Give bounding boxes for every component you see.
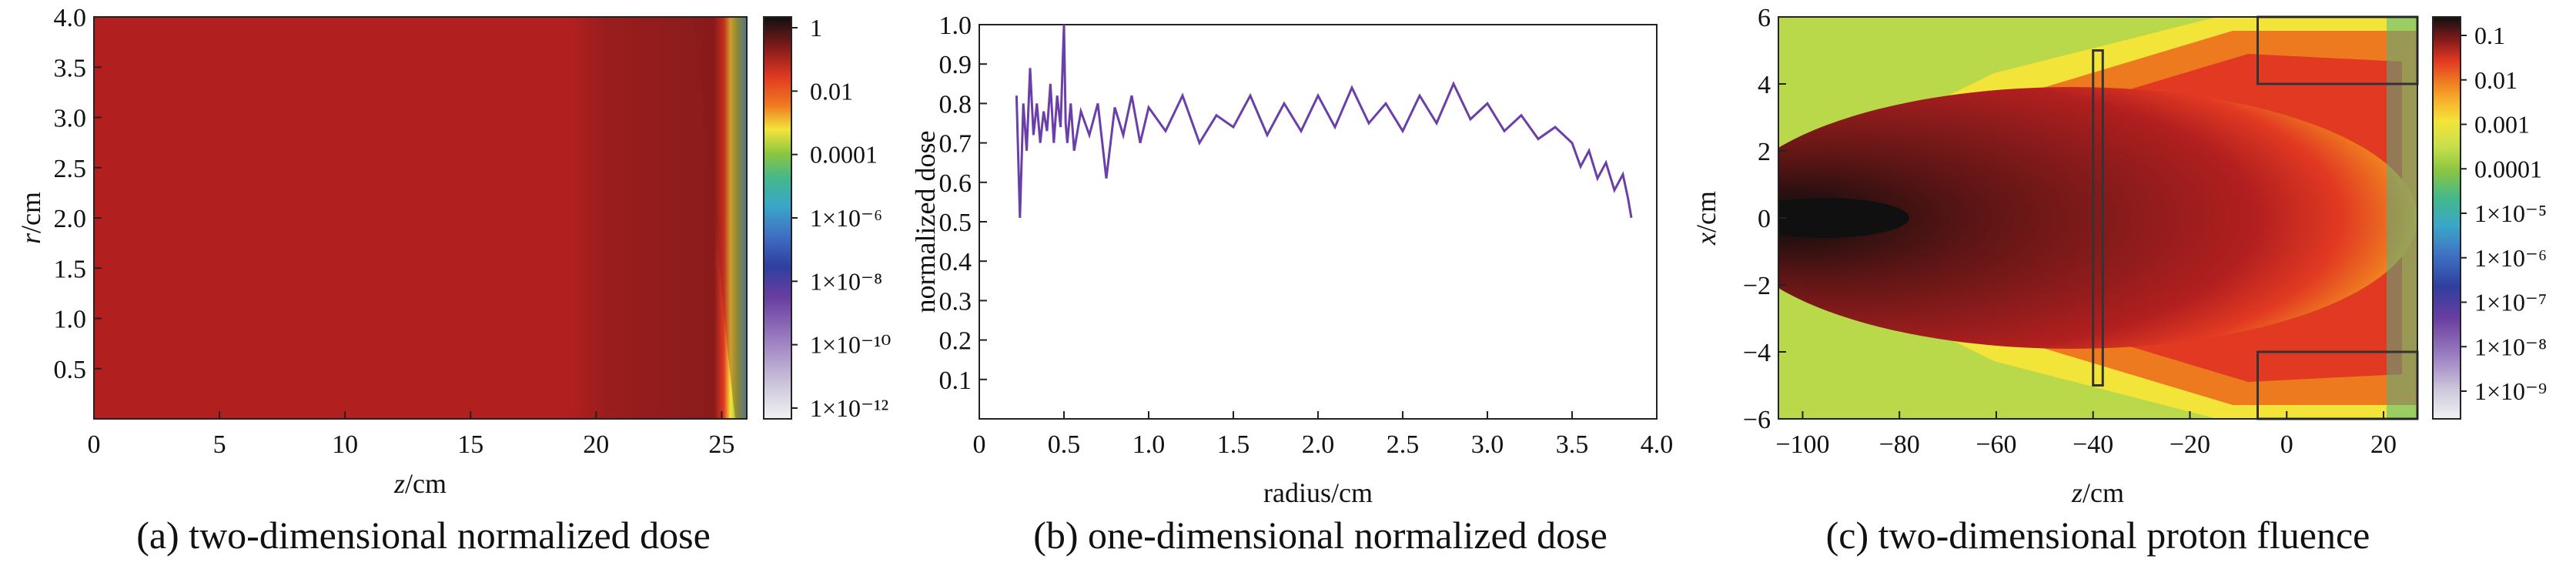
x-tick-label: −60 bbox=[1975, 430, 2016, 459]
y-tick-label: 2.0 bbox=[54, 205, 87, 233]
panel-c-ylabel: x/cm bbox=[1691, 191, 1721, 246]
panel-c-xlabel: z/cm bbox=[2071, 477, 2124, 508]
x-tick-label: 0.5 bbox=[1048, 430, 1081, 459]
x-tick-label: 1.0 bbox=[1132, 430, 1166, 459]
y-tick-label: 2 bbox=[1758, 138, 1771, 166]
colorbar-label: 1×10⁻⁶ bbox=[2474, 244, 2547, 272]
x-tick-label: 25 bbox=[708, 430, 734, 459]
y-tick-label: 0.7 bbox=[939, 130, 972, 159]
panel-b: 0.1 0.2 0.3 0.4 0.5 0.6 0.7 0.8 0.9 1.0 0 0.5 1.0 1.… bbox=[910, 12, 1673, 557]
panel-a-dose-edge bbox=[693, 17, 747, 419]
colorbar-label: 1×10⁻⁸ bbox=[810, 267, 882, 295]
x-tick-label: 4.0 bbox=[1641, 430, 1674, 459]
y-tick-label: 3.0 bbox=[54, 105, 87, 133]
x-tick-label: 0 bbox=[973, 430, 986, 459]
panel-b-caption: (b) one-dimensional normalized dose bbox=[1033, 514, 1607, 557]
x-tick-label: 20 bbox=[583, 430, 609, 459]
y-tick-label: 0.4 bbox=[939, 248, 972, 276]
panel-c-y-ticks: −6 −4 −2 0 2 4 6 bbox=[1743, 4, 1786, 434]
colorbar-label: 1×10⁻⁵ bbox=[2474, 199, 2547, 227]
panel-b-x-ticks: 0 0.5 1.0 1.5 2.0 2.5 3.0 3.5 4.0 bbox=[973, 411, 1674, 459]
panel-a-x-ticks: 0 5 10 15 20 25 bbox=[88, 411, 734, 459]
y-tick-label: 2.5 bbox=[54, 155, 87, 183]
panel-a-y-ticks: 0.5 1.0 1.5 2.0 2.5 3.0 3.5 4.0 bbox=[54, 4, 102, 384]
panel-a-colorbar bbox=[763, 16, 792, 420]
y-tick-label: −2 bbox=[1743, 272, 1771, 300]
colorbar-label: 0.0001 bbox=[2474, 155, 2542, 182]
colorbar-label: 1×10⁻⁹ bbox=[2474, 377, 2547, 405]
y-tick-label: 0.9 bbox=[939, 51, 972, 79]
panel-b-ylabel: normalized dose bbox=[910, 131, 941, 313]
colorbar-label: 1 bbox=[810, 14, 822, 42]
y-tick-label: 1.0 bbox=[939, 12, 972, 40]
colorbar-label: 1×10⁻¹² bbox=[810, 394, 888, 422]
x-tick-label: −20 bbox=[2170, 430, 2210, 459]
x-tick-label: 10 bbox=[332, 430, 358, 459]
x-tick-label: 5 bbox=[213, 430, 226, 459]
panel-a-colorbar-labels: 1 0.01 0.0001 1×10⁻⁶ 1×10⁻⁸ 1×10⁻¹⁰ 1×10⁻¹² bbox=[791, 14, 891, 422]
colorbar-label: 0.001 bbox=[2474, 111, 2530, 139]
y-tick-label: 0.3 bbox=[939, 287, 972, 316]
colorbar-label: 1×10⁻⁶ bbox=[810, 204, 882, 232]
colorbar-label: 1×10⁻¹⁰ bbox=[810, 331, 891, 359]
y-tick-label: 4 bbox=[1758, 71, 1771, 99]
colorbar-label: 0.0001 bbox=[810, 141, 878, 169]
y-tick-label: 0.1 bbox=[939, 367, 972, 395]
panel-b-y-ticks: 0.1 0.2 0.3 0.4 0.5 0.6 0.7 0.8 0.9 1.0 bbox=[939, 12, 987, 395]
panel-b-frame bbox=[979, 24, 1658, 420]
x-tick-label: 1.5 bbox=[1217, 430, 1250, 459]
panel-a: 0.5 1.0 1.5 2.0 2.5 3.0 3.5 4.0 0 5 10 15 20 25 r/cm… bbox=[15, 4, 891, 557]
y-tick-label: 4.0 bbox=[54, 4, 87, 32]
panel-c-x-ticks: −100 −80 −60 −40 −20 0 20 bbox=[1775, 411, 2397, 459]
y-tick-label: 3.5 bbox=[54, 54, 87, 82]
panel-c-beam-center bbox=[1778, 198, 1909, 238]
y-tick-label: 1.5 bbox=[54, 255, 87, 283]
y-tick-label: 0.5 bbox=[54, 356, 87, 384]
panel-a-caption: (a) two-dimensional normalized dose bbox=[136, 514, 711, 557]
y-tick-label: 1.0 bbox=[54, 306, 87, 334]
y-tick-label: −6 bbox=[1743, 406, 1771, 434]
y-tick-label: 0 bbox=[1758, 205, 1771, 233]
colorbar-label: 1×10⁻⁷ bbox=[2474, 289, 2547, 316]
x-tick-label: 2.5 bbox=[1387, 430, 1420, 459]
panel-a-heatmap bbox=[94, 17, 747, 419]
colorbar-label: 0.1 bbox=[2474, 22, 2505, 49]
colorbar-label: 1×10⁻⁸ bbox=[2474, 333, 2547, 360]
panel-c-colorbar-labels: 0.1 0.01 0.001 0.0001 1×10⁻⁵ 1×10⁻⁶ 1×10⁻⁷ 1×10… bbox=[2461, 22, 2547, 405]
panel-a-ylabel: r/cm bbox=[15, 192, 46, 244]
x-tick-label: 0 bbox=[2280, 430, 2293, 459]
x-tick-label: 20 bbox=[2370, 430, 2397, 459]
y-tick-label: 0.8 bbox=[939, 90, 972, 119]
y-tick-label: −4 bbox=[1743, 339, 1771, 367]
dose-series-line bbox=[1015, 24, 1633, 219]
x-tick-label: −100 bbox=[1775, 430, 1829, 459]
y-tick-label: 0.6 bbox=[939, 169, 972, 198]
x-tick-label: 3.5 bbox=[1556, 430, 1589, 459]
x-tick-label: −40 bbox=[2073, 430, 2113, 459]
x-tick-label: 15 bbox=[457, 430, 483, 459]
panel-b-xlabel: radius/cm bbox=[1263, 477, 1373, 508]
panel-c-colorbar bbox=[2432, 16, 2461, 420]
y-tick-label: 0.2 bbox=[939, 327, 972, 356]
x-tick-label: 3.0 bbox=[1471, 430, 1504, 459]
y-tick-label: 0.5 bbox=[939, 209, 972, 237]
x-tick-label: 2.0 bbox=[1302, 430, 1335, 459]
colorbar-label: 0.01 bbox=[810, 77, 853, 105]
panel-c-beam-core bbox=[1778, 87, 2417, 349]
colorbar-label: 0.01 bbox=[2474, 66, 2517, 94]
panel-a-xlabel: z/cm bbox=[393, 468, 447, 499]
x-tick-label: 0 bbox=[88, 430, 101, 459]
x-tick-label: −80 bbox=[1879, 430, 1920, 459]
thin-plate-outline bbox=[2092, 49, 2104, 387]
panel-c-caption: (c) two-dimensional proton fluence bbox=[1826, 514, 2370, 557]
y-tick-label: 6 bbox=[1758, 4, 1771, 32]
panel-c-right-edge bbox=[2387, 17, 2417, 419]
